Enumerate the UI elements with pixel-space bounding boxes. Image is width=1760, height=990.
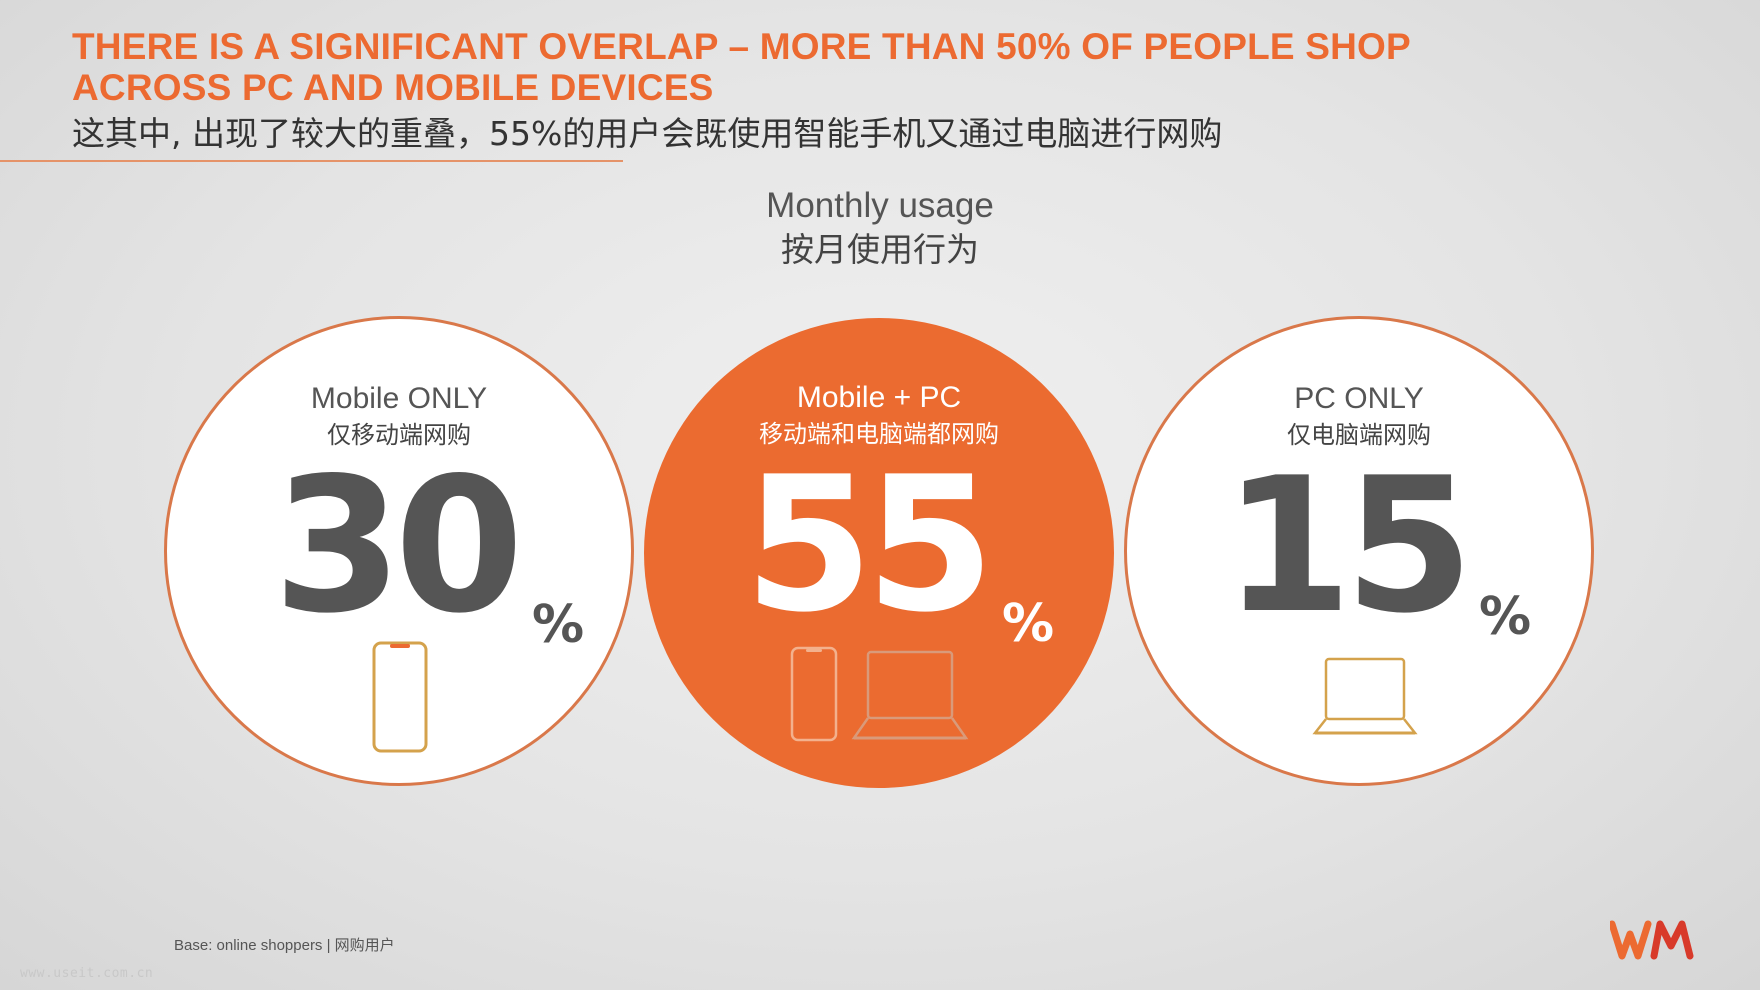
segment-label: Mobile ONLY 仅移动端网购 xyxy=(167,381,631,453)
segment-label: PC ONLY 仅电脑端网购 xyxy=(1127,381,1591,453)
percent-sign: % xyxy=(1002,594,1055,654)
segment-mobile-only: Mobile ONLY 仅移动端网购 30 % xyxy=(164,316,634,786)
segment-label-cn: 移动端和电脑端都网购 xyxy=(759,420,999,448)
laptop-icon xyxy=(1312,657,1418,735)
segment-label-cn: 仅电脑端网购 xyxy=(1287,421,1431,449)
segment-pc-only: PC ONLY 仅电脑端网购 15 % xyxy=(1124,316,1594,786)
segment-label-en: Mobile ONLY xyxy=(310,382,488,415)
percent-sign: % xyxy=(532,595,585,655)
slide-title: THERE IS A SIGNIFICANT OVERLAP – MORE TH… xyxy=(72,26,1411,108)
section-title: Monthly usage 按月使用行为 xyxy=(0,184,1760,272)
segment-value: 55 xyxy=(744,436,995,653)
laptop-icon xyxy=(851,650,969,740)
watermark: www.useit.com.cn xyxy=(20,966,154,981)
percent-sign: % xyxy=(1479,587,1532,647)
section-title-cn: 按月使用行为 xyxy=(781,230,979,269)
phone-icon xyxy=(372,641,428,753)
segment-label-en: PC ONLY xyxy=(1294,382,1424,415)
footnote: Base: online shoppers | 网购用户 xyxy=(174,937,395,954)
segment-label: Mobile + PC 移动端和电脑端都网购 xyxy=(644,380,1114,452)
slide-title-line-2: ACROSS PC AND MOBILE DEVICES xyxy=(72,67,714,108)
wm-logo-icon xyxy=(1610,920,1694,960)
segment-value: 30 xyxy=(273,437,524,654)
segment-value: 15 xyxy=(1223,437,1474,654)
title-divider xyxy=(0,160,623,162)
phone-icon xyxy=(790,646,838,742)
section-title-en: Monthly usage xyxy=(766,186,994,225)
slide-title-line-1: THERE IS A SIGNIFICANT OVERLAP – MORE TH… xyxy=(72,26,1411,67)
segment-label-en: Mobile + PC xyxy=(796,381,962,414)
segment-mobile-and-pc: Mobile + PC 移动端和电脑端都网购 55 % xyxy=(644,318,1114,788)
slide-subtitle-cn: 这其中, 出现了较大的重叠，55%的用户会既使用智能手机又通过电脑进行网购 xyxy=(72,114,1223,153)
segment-label-cn: 仅移动端网购 xyxy=(327,421,471,449)
